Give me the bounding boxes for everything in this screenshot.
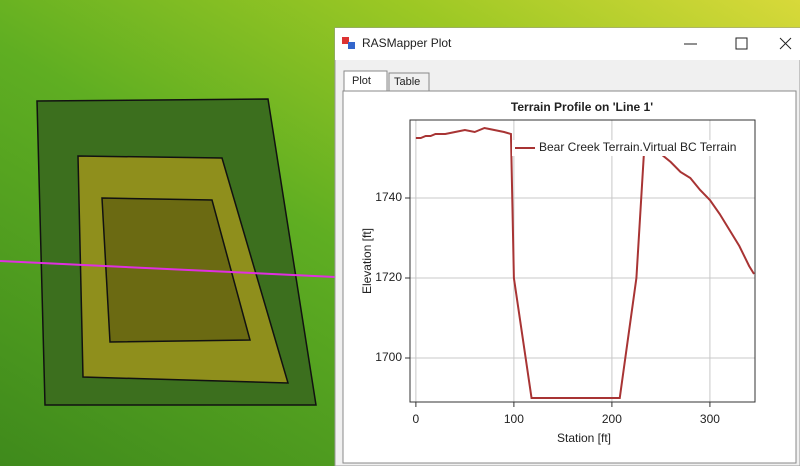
tab-label[interactable]: Plot — [352, 75, 371, 87]
tab-label[interactable]: Table — [394, 76, 420, 88]
legend-background — [512, 140, 748, 156]
plot-window: RASMapper Plot Plot Table Terrain Profil… — [334, 27, 800, 467]
maximize-button[interactable] — [735, 37, 748, 50]
profile-line — [0, 260, 336, 278]
chart-title: Terrain Profile on 'Line 1' — [511, 100, 653, 114]
y-tick-label: 1720 — [375, 270, 402, 284]
x-tick-label: 300 — [700, 412, 720, 426]
x-tick-label: 200 — [602, 412, 622, 426]
app-icon — [342, 37, 349, 44]
y-tick-label: 1740 — [375, 190, 402, 204]
y-tick-label: 1700 — [375, 350, 402, 364]
data-line — [415, 126, 755, 399]
app-icon — [348, 42, 355, 49]
x-axis-label: Station [ft] — [557, 431, 611, 445]
chart: 1700 1720 1740 0 100 200 300 Bear Creek Terrain… — [375, 119, 756, 426]
plot-area — [409, 119, 756, 403]
x-tick-label: 0 — [413, 412, 420, 426]
window-title: RASMapper Plot — [362, 36, 452, 50]
x-tick-label: 100 — [504, 412, 524, 426]
y-axis-label: Elevation [ft] — [360, 228, 374, 294]
close-button[interactable] — [779, 37, 792, 50]
legend-label: Bear Creek Terrain.Virtual BC Terrain — [539, 140, 736, 154]
title-bar — [335, 28, 800, 60]
